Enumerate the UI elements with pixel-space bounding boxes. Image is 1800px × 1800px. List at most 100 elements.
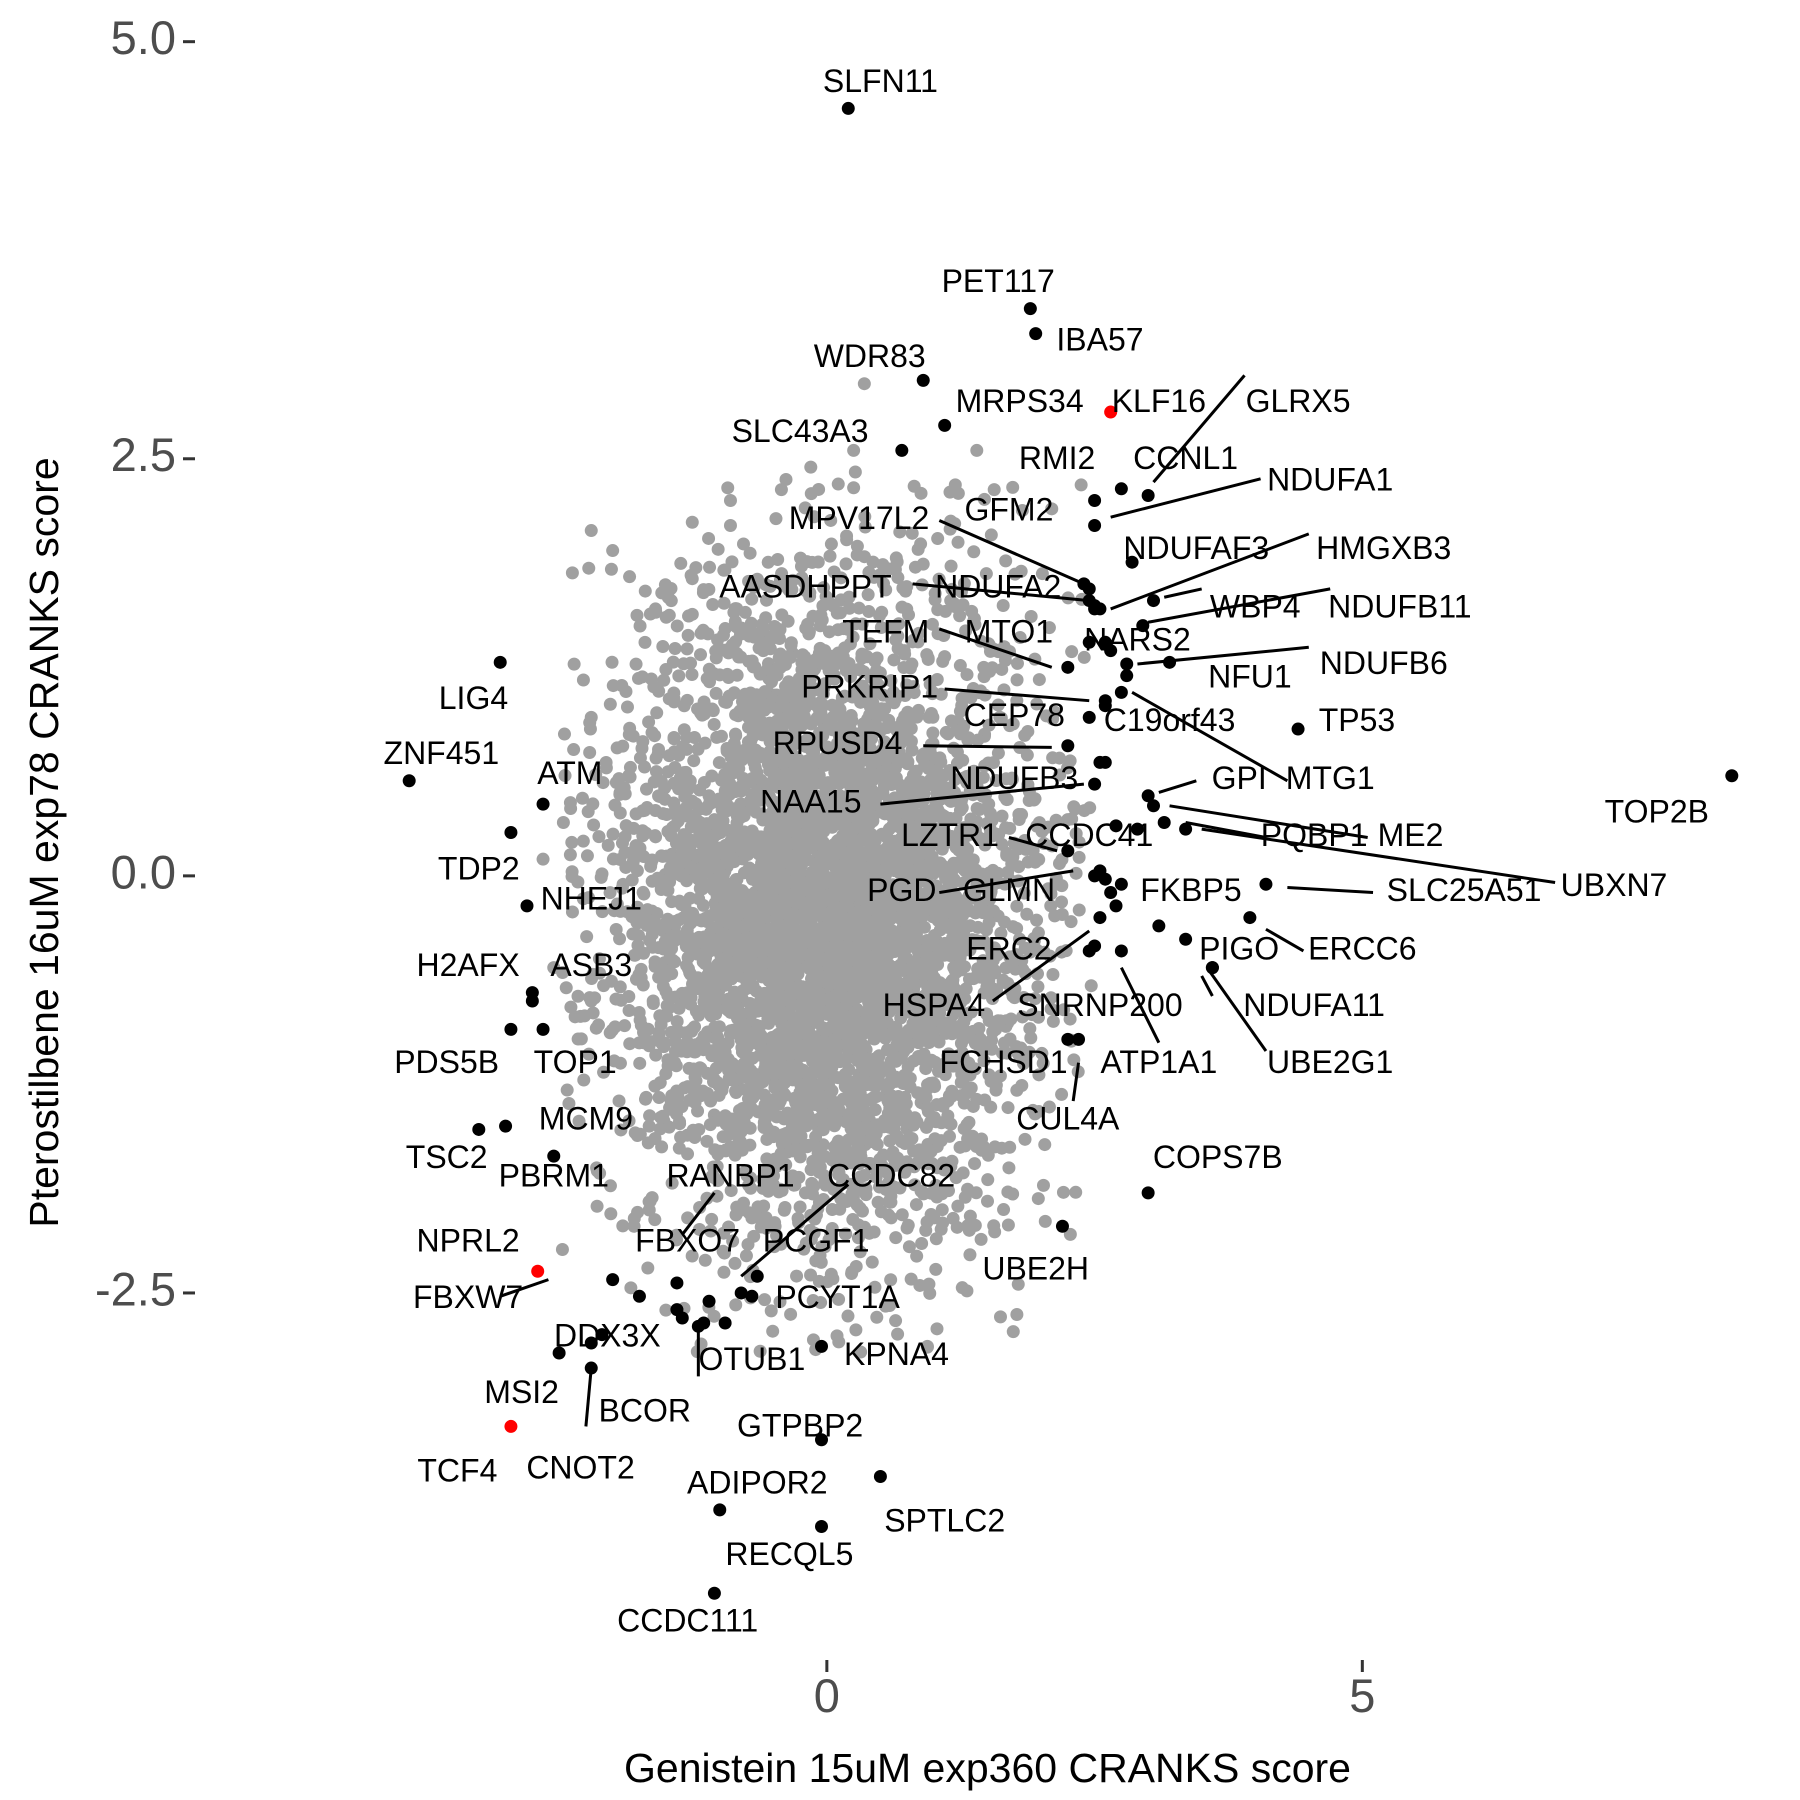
background-point [989,773,1003,787]
background-point [738,1165,752,1179]
background-point [896,581,910,595]
background-point [834,1021,848,1035]
background-point [684,916,698,930]
background-point [1015,1010,1029,1024]
background-point [694,626,708,640]
background-point [1030,913,1044,927]
background-point [555,1242,569,1256]
background-point [724,1184,738,1198]
background-point [632,1036,646,1050]
background-point [614,1123,628,1137]
background-point [895,823,909,837]
background-point [640,918,654,932]
background-point [829,1138,843,1152]
background-point [812,968,826,982]
background-point [717,1265,731,1279]
background-point [898,709,912,723]
background-point [743,546,757,560]
background-point [853,1245,867,1259]
background-point [576,673,590,687]
background-point [571,1032,585,1046]
background-point [590,1199,604,1213]
background-point [948,894,962,908]
background-point [725,555,739,569]
background-point [634,971,648,985]
background-point [1010,673,1024,687]
background-point [741,1092,755,1106]
background-point [642,715,656,729]
background-point [705,769,719,783]
background-point [559,981,573,995]
background-point [855,1204,869,1218]
background-point [760,1044,774,1058]
background-point [674,1130,688,1144]
background-point [931,603,945,617]
background-point [1069,1185,1083,1199]
background-point [687,754,701,768]
background-point [1015,503,1029,517]
background-point [852,601,866,615]
background-point [702,531,716,545]
background-point [734,784,748,798]
background-point [911,1035,925,1049]
background-point [592,830,606,844]
background-point [946,1211,960,1225]
background-point [630,864,644,878]
background-point [968,618,982,632]
background-point [702,662,716,676]
background-point [854,834,868,848]
background-point [1000,793,1014,807]
background-point [886,961,900,975]
background-point [713,1052,727,1066]
background-point [973,895,987,909]
background-point [781,614,795,628]
background-point [853,1086,867,1100]
background-point [758,927,772,941]
background-point [1032,1068,1046,1082]
background-point [775,1017,789,1031]
background-point [764,1304,778,1318]
background-point [706,598,720,612]
background-point [737,951,751,965]
background-point [662,749,676,763]
background-point [599,761,613,775]
background-point [563,848,577,862]
background-point [730,647,744,661]
background-point [1044,1002,1058,1016]
background-point [748,761,762,775]
background-point [698,1253,712,1267]
background-point [653,1122,667,1136]
background-point [664,829,678,843]
background-point [1036,1178,1050,1192]
background-point [822,1089,836,1103]
background-point [649,1048,663,1062]
background-point [660,1009,674,1023]
background-point [1038,1138,1052,1152]
background-point [636,735,650,749]
background-point [921,652,935,666]
background-point [845,1267,859,1281]
background-point [839,1115,853,1129]
background-point [664,581,678,595]
background-point [855,651,869,665]
background-point [995,1046,1009,1060]
background-point [958,1087,972,1101]
background-point [869,664,883,678]
background-point [576,892,590,906]
background-point [989,1078,1003,1092]
background-point [707,717,721,731]
background-point [730,816,744,830]
background-point [582,561,596,575]
background-point [839,557,853,571]
background-point [884,674,898,688]
background-point [583,722,597,736]
background-point [717,596,731,610]
background-point [592,952,606,966]
background-point [832,777,846,791]
background-point [741,1237,755,1251]
background-point [861,588,875,602]
background-point [921,778,935,792]
background-point [823,1021,837,1035]
background-point [742,1006,756,1020]
background-point [1065,812,1079,826]
